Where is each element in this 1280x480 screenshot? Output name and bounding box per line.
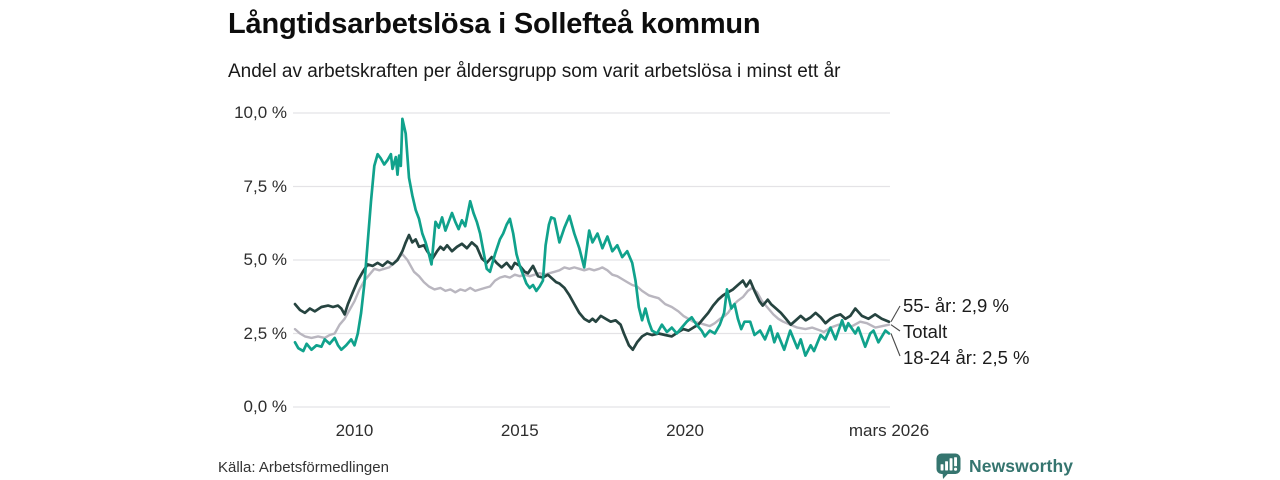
series-line-55-r — [293, 233, 891, 352]
newsworthy-wordmark: Newsworthy — [969, 456, 1074, 476]
newsworthy-bar-chart-icon — [936, 453, 961, 479]
page-title: Långtidsarbetslösa i Sollefteå kommun — [228, 8, 761, 40]
x-tick-label: mars 2026 — [848, 421, 930, 440]
series-end-label-55plus: 55- år: 2,9 % — [903, 295, 1009, 316]
x-tick-label: 2020 — [666, 421, 704, 440]
y-tick-label: 0,0 % — [243, 397, 287, 416]
x-tick-label: 2015 — [500, 421, 539, 440]
series-line-totalt — [293, 252, 891, 340]
newsworthy-logo: Newsworthy — [936, 453, 1073, 480]
y-tick-label: 2,5 % — [243, 323, 287, 343]
series-end-label-18-24: 18-24 år: 2,5 % — [903, 347, 1030, 368]
source-note: Källa: Arbetsförmedlingen — [218, 459, 389, 476]
y-tick-label: 7,5 % — [243, 176, 287, 196]
chart-subtitle: Andel av arbetskraften per åldersgrupp s… — [228, 61, 841, 82]
leader-line — [890, 305, 901, 323]
y-tick-label: 5,0 % — [243, 250, 287, 269]
y-tick-label: 10,0 % — [234, 103, 287, 122]
series-line-18-24-r — [293, 117, 891, 357]
leader-line — [890, 324, 901, 332]
x-tick-label: 2010 — [335, 421, 374, 440]
leader-line — [890, 333, 901, 357]
series-end-label-total: Totalt — [903, 321, 948, 342]
